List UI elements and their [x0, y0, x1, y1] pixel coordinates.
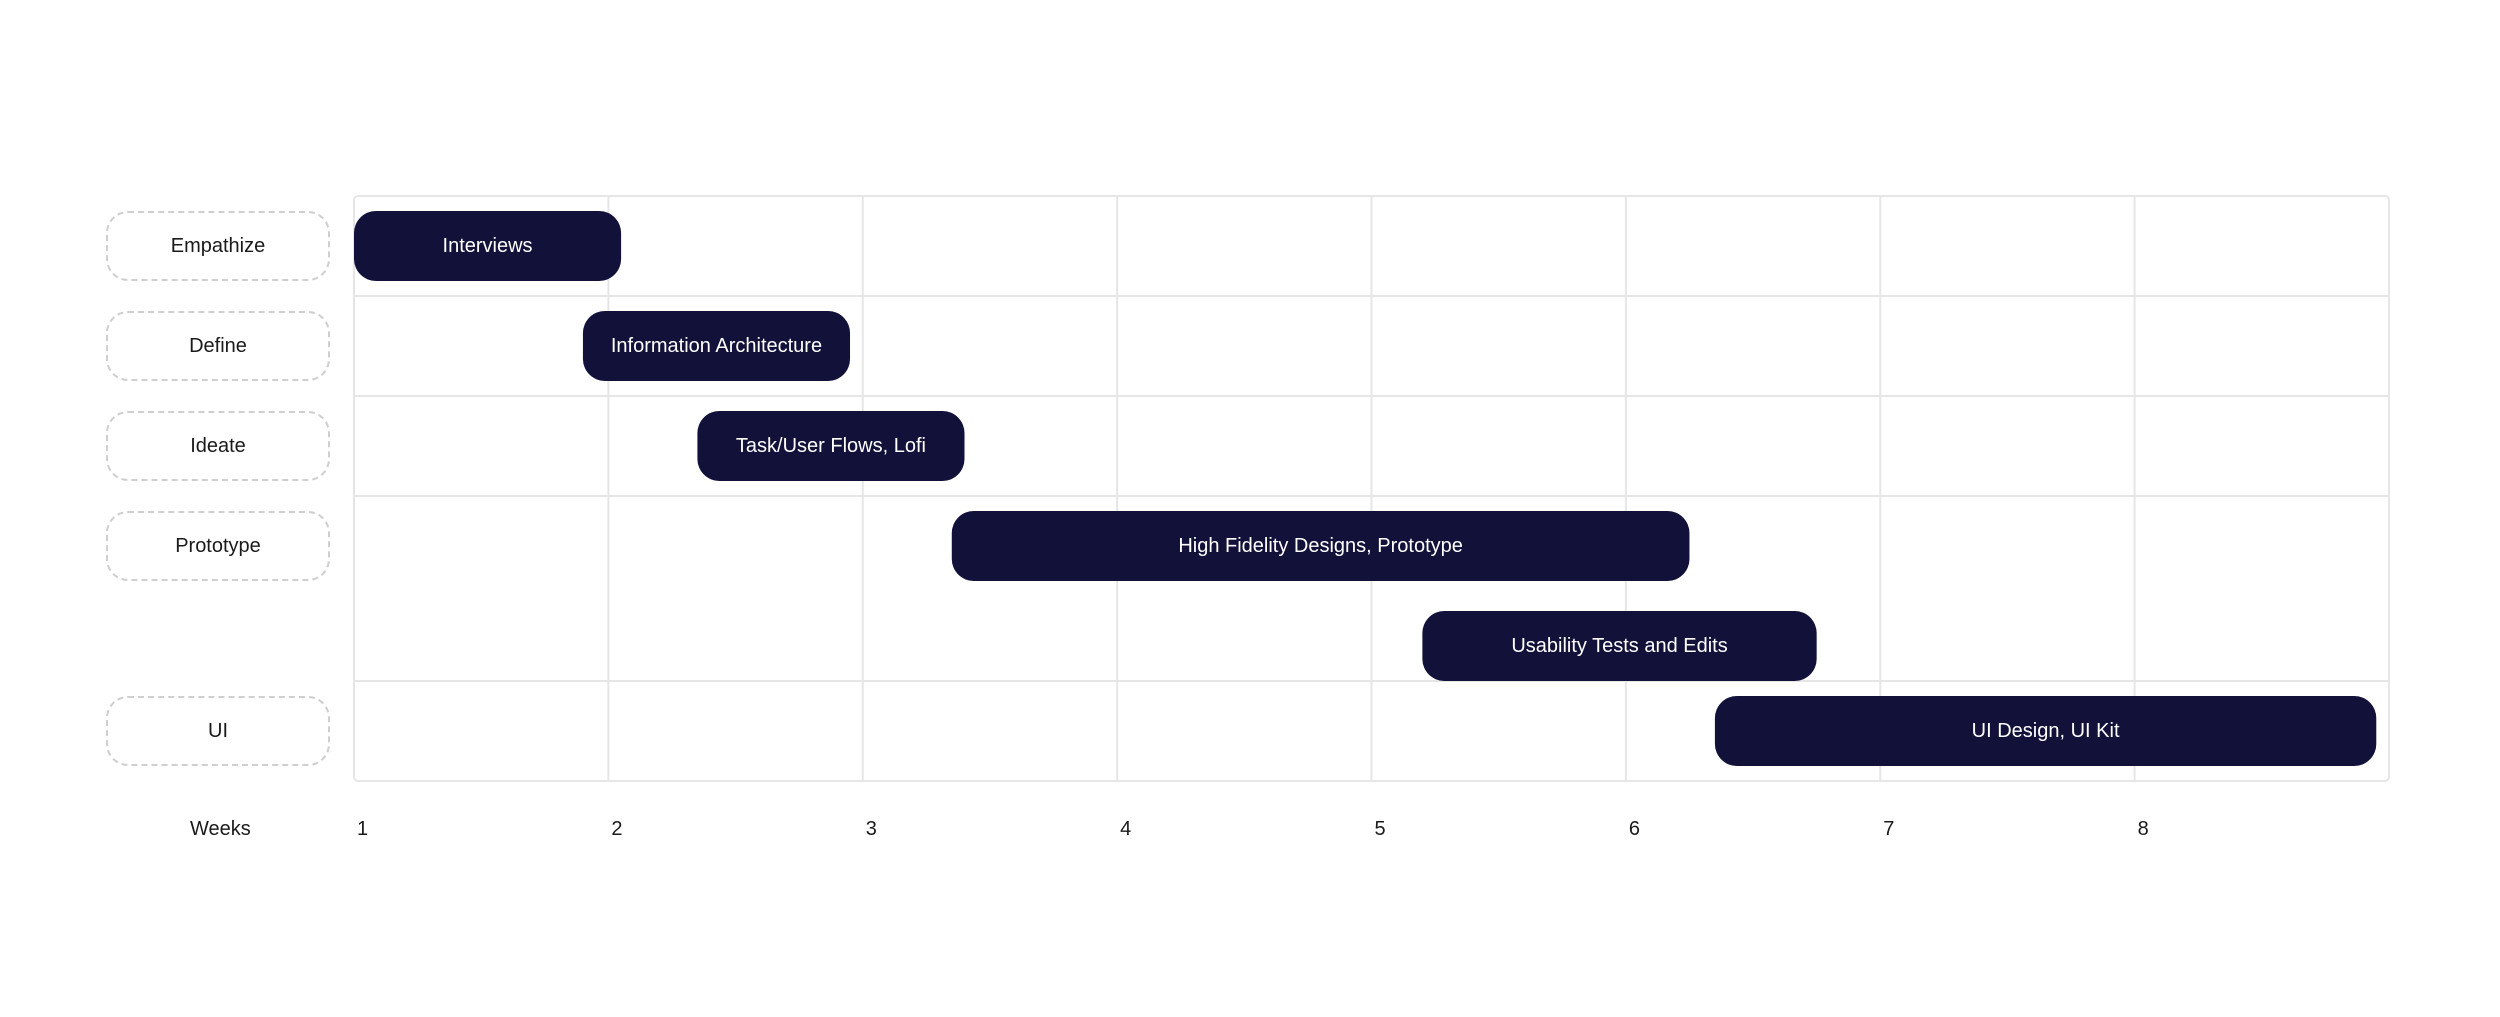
phase-label-ui: UI — [106, 696, 330, 766]
task-bar — [582, 311, 851, 381]
x-tick-label: 4 — [1120, 818, 1132, 840]
x-tick-label: 5 — [1374, 818, 1386, 840]
x-tick-label: 7 — [1883, 818, 1895, 840]
task-bar — [951, 511, 1690, 581]
task-bar — [1422, 611, 1817, 681]
phase-label-ideate: Ideate — [106, 411, 330, 481]
x-tick-label: 8 — [2137, 818, 2149, 840]
phase-label-define: Define — [106, 311, 330, 381]
phase-label-prototype: Prototype — [106, 511, 330, 581]
task-bar — [354, 211, 622, 281]
x-tick-label: 6 — [1628, 818, 1640, 840]
x-tick-label: 2 — [611, 818, 623, 840]
task-bar — [1714, 696, 2377, 766]
phase-label-empathize: Empathize — [106, 211, 330, 281]
x-axis-title: Weeks — [190, 818, 251, 840]
x-tick-label: 1 — [357, 818, 369, 840]
x-tick-label: 3 — [865, 818, 877, 840]
task-bar — [697, 411, 965, 481]
